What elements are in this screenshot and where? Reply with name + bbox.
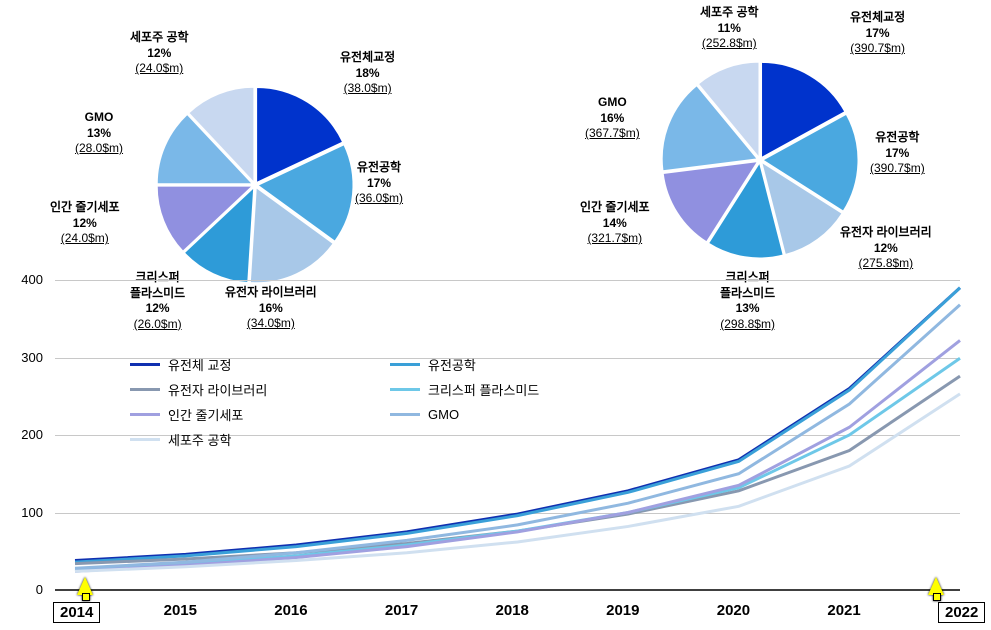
- legend-label: 크리스퍼 플라스미드: [428, 380, 539, 399]
- x-tick-2020: 2020: [717, 602, 750, 619]
- legend-item: 유전자 라이브러리: [130, 380, 310, 399]
- x-tick-2021: 2021: [827, 602, 860, 619]
- legend: 유전체 교정 유전공학유전자 라이브러리 크리스퍼 플라스미드인간 줄기세포 GMO 세…: [130, 355, 570, 455]
- arrow-2014: [77, 577, 93, 595]
- legend-item: 인간 줄기세포: [130, 405, 310, 424]
- legend-label: 유전체 교정: [168, 355, 231, 374]
- legend-label: 인간 줄기세포: [168, 405, 243, 424]
- legend-label: 유전공학: [428, 355, 476, 374]
- legend-swatch: [390, 363, 420, 366]
- legend-label: GMO: [428, 407, 459, 422]
- x-tick-2017: 2017: [385, 602, 418, 619]
- x-tick-2015: 2015: [164, 602, 197, 619]
- x-tick-2019: 2019: [606, 602, 639, 619]
- line-chart: [0, 0, 991, 630]
- legend-swatch: [390, 388, 420, 391]
- legend-item: 세포주 공학: [130, 430, 310, 449]
- legend-label: 유전자 라이브러리: [168, 380, 267, 399]
- arrow-2022: [928, 577, 944, 595]
- legend-swatch: [130, 363, 160, 366]
- x-tick-2018: 2018: [496, 602, 529, 619]
- legend-swatch: [130, 388, 160, 391]
- legend-item: GMO: [390, 407, 570, 422]
- legend-item: 유전공학: [390, 355, 570, 374]
- legend-item: 유전체 교정: [130, 355, 310, 374]
- legend-swatch: [390, 413, 420, 416]
- legend-label: 세포주 공학: [168, 430, 231, 449]
- legend-item: 크리스퍼 플라스미드: [390, 380, 570, 399]
- x-tick-2022: 2022: [938, 602, 985, 623]
- x-tick-2014: 2014: [53, 602, 100, 623]
- legend-swatch: [130, 438, 160, 441]
- chart-composite: { "dimensions": { "width": 991, "height"…: [0, 0, 991, 630]
- x-tick-2016: 2016: [274, 602, 307, 619]
- legend-swatch: [130, 413, 160, 416]
